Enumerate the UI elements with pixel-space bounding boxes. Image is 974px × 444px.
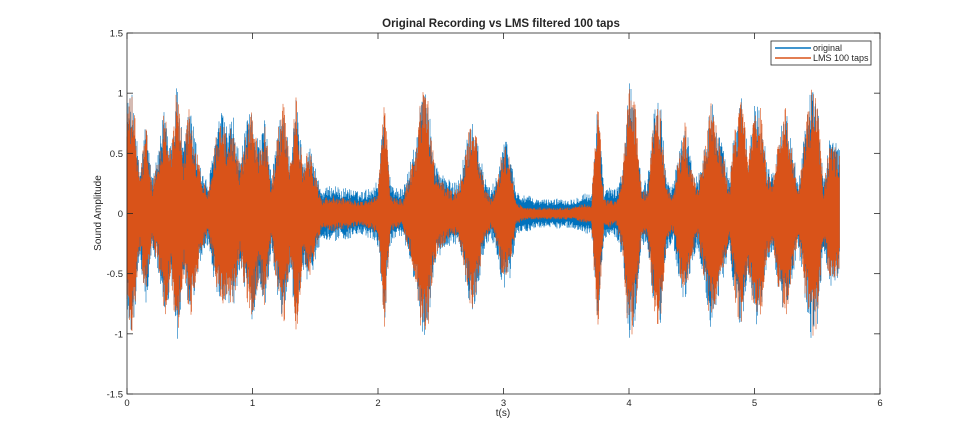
x-tick-label: 3 (501, 398, 506, 409)
y-axis-label: Sound Amplitude (93, 175, 104, 251)
legend-entry-lms: LMS 100 taps (813, 53, 869, 63)
x-tick-label: 6 (877, 398, 882, 409)
x-tick-label: 2 (375, 398, 380, 409)
chart-title: Original Recording vs LMS filtered 100 t… (382, 18, 620, 30)
x-axis-ticks: 0 1 2 3 4 5 6 (124, 33, 883, 409)
y-tick-label: 0.5 (110, 149, 123, 160)
x-tick-label: 0 (124, 398, 129, 409)
legend-box (770, 40, 872, 66)
x-tick-label: 4 (626, 398, 631, 409)
legend: original LMS 100 taps (770, 40, 872, 66)
x-tick-label: 5 (752, 398, 757, 409)
y-axis-ticks: -1.5 -1 -0.5 0 0.5 1 1.5 (107, 29, 880, 401)
y-tick-label: -1 (115, 329, 123, 340)
x-tick-label: 1 (250, 398, 255, 409)
x-axis-label: t(s) (496, 408, 510, 419)
legend-entry-original: original (813, 43, 842, 53)
y-tick-label: 0 (118, 209, 123, 220)
plot-area: 0 1 2 3 4 5 6 -1.5 -1 -0.5 0 0.5 1 1.5 (107, 29, 883, 410)
y-tick-label: 1 (118, 89, 123, 100)
y-tick-label: 1.5 (110, 29, 123, 40)
y-tick-label: -0.5 (107, 269, 123, 280)
y-tick-label: -1.5 (107, 390, 123, 401)
